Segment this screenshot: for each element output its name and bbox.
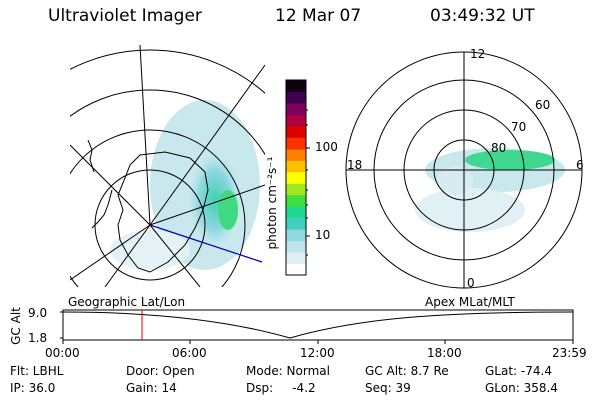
timeline-ticks [60, 311, 574, 344]
polar-map [345, 51, 583, 289]
colorbar-segment [286, 160, 306, 173]
colorbar-segment [286, 102, 306, 115]
colorbar-segment [286, 137, 306, 150]
polar-aurora-lower [415, 188, 525, 232]
antarctica-outline [117, 151, 209, 273]
colorbar-segment [286, 80, 306, 92]
mode-status: Mode: Normal [246, 364, 330, 378]
glat-status: GLat: -74.4 [485, 364, 552, 378]
colorbar-segment [286, 194, 306, 207]
altitude-timeline [60, 309, 574, 344]
time-tick-0600: 06:00 [172, 346, 207, 360]
colorbar-segment [286, 263, 306, 276]
polar-label-6: 6 [576, 158, 584, 172]
altitude-curve [62, 311, 574, 339]
observation-time: 03:49:32 UT [430, 6, 535, 26]
colorbar-segment [286, 252, 306, 265]
altitude-min: 1.8 [28, 331, 48, 345]
colorbar-segment [286, 206, 306, 219]
instrument-title: Ultraviolet Imager [48, 6, 202, 26]
glon-status: GLon: 358.4 [485, 381, 558, 395]
ip-status: IP: 36.0 [10, 381, 56, 395]
polar-lat-60: 60 [535, 98, 551, 112]
colorbar-segment [286, 183, 306, 196]
geographic-label: Geographic Lat/Lon [68, 295, 186, 309]
sequence-status: Seq: 39 [365, 381, 411, 395]
colorbar-segment [286, 148, 306, 161]
south-america-coast [87, 139, 95, 173]
colorbar-ticks [306, 109, 310, 256]
colorbar-segment [286, 125, 306, 138]
time-tick-1800: 18:00 [427, 346, 462, 360]
gain-status: Gain: 14 [126, 381, 177, 395]
altitude-axis-label: GC Alt [9, 307, 23, 345]
polar-label-0: 0 [467, 276, 475, 290]
terminator-line [149, 224, 263, 263]
time-tick-0000: 00:00 [45, 346, 80, 360]
time-tick-1200: 12:00 [300, 346, 335, 360]
colorbar-segment [286, 229, 306, 242]
colorbar-segment [286, 217, 306, 230]
polar-label-18: 18 [347, 158, 363, 172]
time-tick-2359: 23:59 [552, 346, 587, 360]
color-scale [286, 80, 306, 276]
geographic-map [70, 45, 265, 287]
filter-status: Flt: LBHL [10, 364, 64, 378]
colorbar-segment [286, 240, 306, 253]
colorbar-unit-label: photon cm⁻²s⁻¹ [265, 156, 279, 250]
polar-label-12: 12 [470, 47, 486, 61]
colorbar-frame [285, 79, 307, 276]
latitude-circles [70, 49, 265, 287]
apex-label: Apex MLat/MLT [425, 295, 515, 309]
colorbar-segment [286, 114, 306, 127]
door-status: Door: Open [126, 364, 195, 378]
altitude-max: 9.0 [28, 306, 48, 320]
observation-date: 12 Mar 07 [275, 6, 362, 26]
colorbar-segment [286, 171, 306, 184]
peninsula-coast [91, 189, 113, 229]
meridian-lines [70, 45, 265, 287]
colorbar-tick-10: 10 [315, 228, 331, 242]
colorbar-segment [286, 91, 306, 104]
polar-axes [346, 52, 582, 288]
colorbar-tick-100: 100 [315, 140, 338, 154]
polar-lat-70: 70 [511, 120, 527, 134]
polar-aurora-core [465, 150, 555, 170]
gc-altitude-status: GC Alt: 8.7 Re [365, 364, 449, 378]
dsp-status: Dsp: -4.2 [246, 381, 316, 395]
polar-lat-80: 80 [491, 141, 507, 155]
aurora-emission-peak [218, 190, 238, 230]
